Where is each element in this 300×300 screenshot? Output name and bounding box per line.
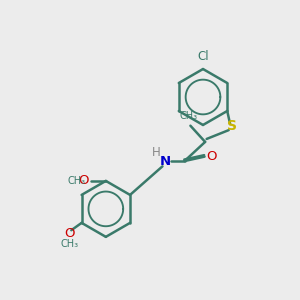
- Text: CH₃: CH₃: [61, 239, 79, 249]
- Text: N: N: [160, 154, 171, 167]
- Text: CH₃: CH₃: [68, 176, 86, 186]
- Text: O: O: [64, 227, 75, 240]
- Text: H: H: [152, 146, 160, 159]
- Text: CH₃: CH₃: [180, 111, 198, 121]
- Text: O: O: [206, 150, 216, 163]
- Text: S: S: [226, 119, 237, 133]
- Text: Cl: Cl: [197, 50, 209, 62]
- Text: O: O: [78, 174, 89, 188]
